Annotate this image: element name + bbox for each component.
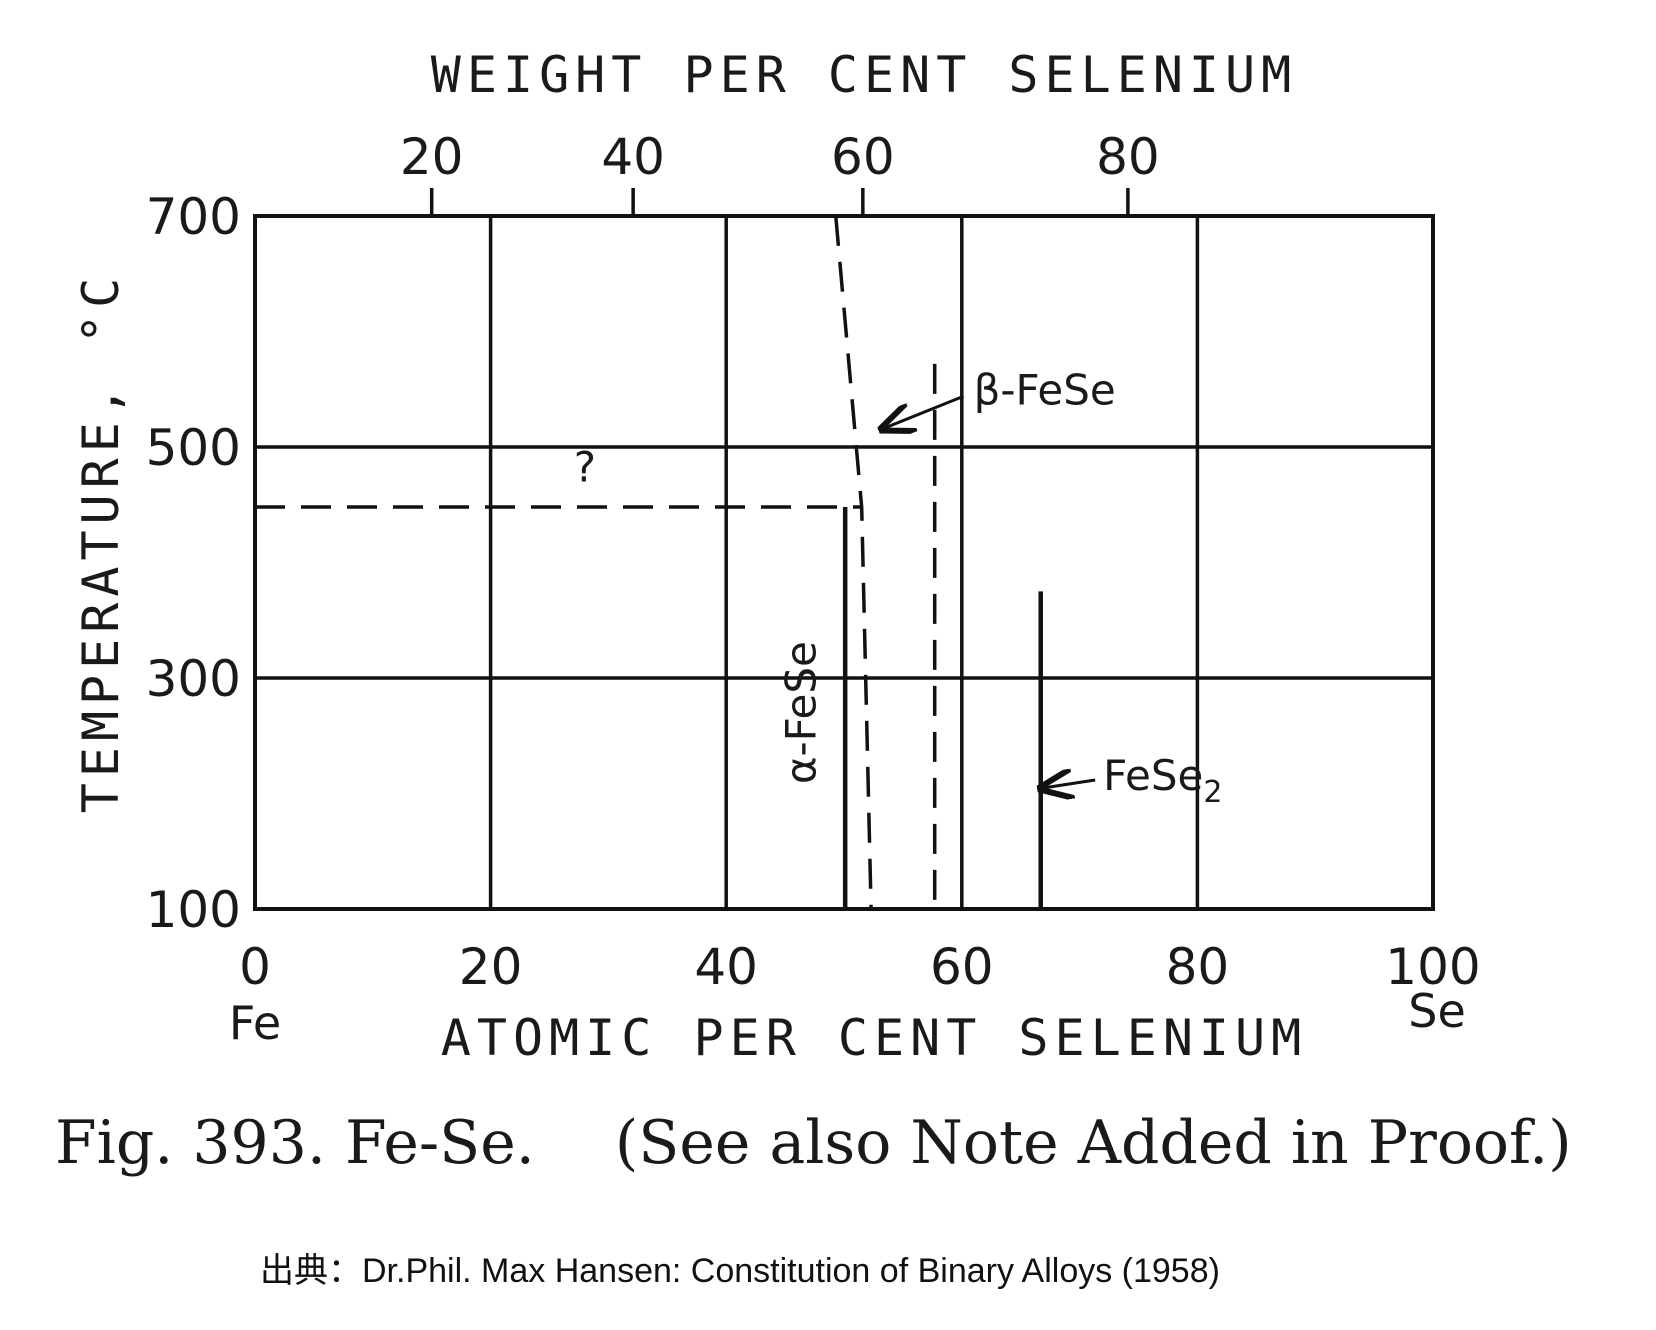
annotation-2-arrow <box>1043 780 1096 788</box>
element-label-fe: Fe <box>229 996 281 1050</box>
phase-annotations: β-FeSe α-FeSe FeSe2? <box>574 365 1223 810</box>
annotation-2-subscript: 2 <box>1203 775 1222 810</box>
annotation-0-arrow <box>884 394 965 428</box>
top-tick-label-1: 40 <box>601 128 665 186</box>
annotation-1-text: α-FeSe <box>777 641 826 784</box>
figure-caption-title: Fig. 393. Fe-Se. <box>55 1108 535 1178</box>
annotation-1: α-FeSe <box>777 641 826 784</box>
x-tick-label-3: 60 <box>930 938 994 996</box>
annotation-0: β-FeSe <box>974 365 1116 414</box>
x-tick-label-0: 0 <box>239 938 271 996</box>
y-tick-label-2: 500 <box>146 419 241 477</box>
source-citation: 出典：Dr.Phil. Max Hansen: Constitution of … <box>260 1252 1220 1290</box>
x-tick-label-2: 40 <box>694 938 758 996</box>
annotation-3: ? <box>574 443 596 492</box>
x-tick-label-5: 100 <box>1385 938 1480 996</box>
top-tick-label-0: 20 <box>400 128 464 186</box>
phase-line-dashed-1 <box>834 215 873 910</box>
y-axis-title: TEMPERATURE, °C <box>72 272 130 814</box>
figure-caption: Fig. 393. Fe-Se. (See also Note Added in … <box>55 1108 1615 1178</box>
y-tick-label-3: 700 <box>146 188 241 246</box>
bottom-axis-title: ATOMIC PER CENT SELENIUM <box>441 1009 1307 1067</box>
top-tick-label-2: 60 <box>831 128 895 186</box>
plot-frame <box>253 214 1435 911</box>
y-tick-label-1: 300 <box>146 650 241 708</box>
y-tick-label-0: 100 <box>146 881 241 939</box>
top-axis-title: WEIGHT PER CENT SELENIUM <box>431 46 1297 104</box>
figure-caption-note: (See also Note Added in Proof.) <box>614 1108 1572 1178</box>
axis-ticks <box>429 188 1130 216</box>
annotation-2: FeSe2 <box>1103 751 1222 810</box>
element-label-se: Se <box>1408 984 1466 1038</box>
x-tick-label-4: 80 <box>1166 938 1230 996</box>
axis-tick-labels: 0 20 40 60 80 100 100 300 500 700 20 40 60 80 <box>146 128 1481 996</box>
phase-lines <box>255 215 1043 910</box>
top-tick-label-3: 80 <box>1096 128 1160 186</box>
x-tick-label-1: 20 <box>459 938 523 996</box>
